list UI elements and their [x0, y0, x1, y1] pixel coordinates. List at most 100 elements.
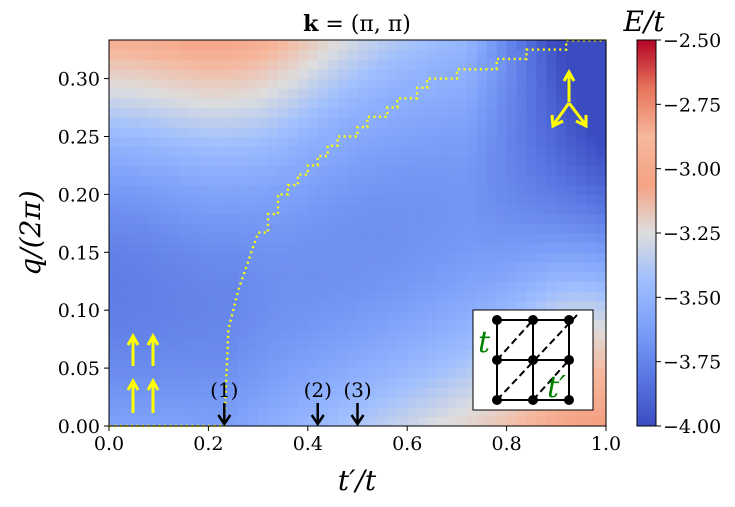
- heatmap-cell: [437, 261, 448, 273]
- heatmap-cell: [258, 68, 269, 80]
- heatmap-cell: [198, 406, 209, 417]
- heatmap-cell: [277, 329, 289, 340]
- heatmap-cell: [287, 397, 299, 408]
- heatmap-cell: [178, 136, 190, 147]
- heatmap-cell: [486, 252, 498, 263]
- heatmap-cell: [387, 319, 398, 331]
- heatmap-cell: [327, 78, 339, 89]
- heatmap-cell: [357, 242, 369, 253]
- heatmap-cell: [397, 358, 408, 369]
- heatmap-cell: [496, 97, 508, 109]
- heatmap-cell: [456, 184, 468, 195]
- heatmap-cell: [387, 368, 398, 379]
- heatmap-cell: [258, 146, 269, 157]
- heatmap-cell: [486, 97, 498, 109]
- heatmap-cell: [476, 107, 488, 118]
- heatmap-cell: [427, 261, 438, 273]
- heatmap-cell: [208, 233, 219, 244]
- heatmap-cell: [417, 136, 428, 147]
- heatmap-cell: [109, 78, 120, 89]
- heatmap-cell: [158, 329, 170, 340]
- heatmap-cell: [586, 252, 597, 263]
- heatmap-cell: [407, 165, 418, 176]
- heatmap-cell: [536, 242, 547, 253]
- heatmap-cell: [208, 397, 219, 408]
- heatmap-cell: [109, 329, 120, 340]
- heatmap-cell: [198, 300, 209, 311]
- heatmap-cell: [268, 107, 279, 118]
- heatmap-cell: [198, 290, 209, 302]
- heatmap-cell: [208, 281, 219, 292]
- heatmap-cell: [337, 97, 349, 109]
- heatmap-cell: [337, 416, 349, 427]
- heatmap-cell: [496, 271, 508, 282]
- heatmap-cell: [268, 358, 279, 369]
- heatmap-cell: [188, 310, 200, 321]
- heatmap-cell: [516, 117, 528, 128]
- heatmap-cell: [586, 242, 597, 253]
- heatmap-cell: [417, 406, 428, 417]
- heatmap-cell: [586, 204, 597, 215]
- heatmap-cell: [188, 204, 200, 215]
- heatmap-cell: [446, 300, 458, 311]
- heatmap-cell: [526, 194, 538, 205]
- heatmap-cell: [228, 136, 239, 147]
- heatmap-cell: [456, 204, 468, 215]
- heatmap-cell: [178, 107, 190, 118]
- heatmap-cell: [417, 252, 428, 263]
- heatmap-cell: [596, 300, 607, 311]
- heatmap-cell: [586, 97, 597, 109]
- heatmap-cell: [128, 223, 140, 234]
- heatmap-cell: [258, 261, 269, 273]
- heatmap-cell: [427, 223, 438, 234]
- heatmap-cell: [218, 175, 229, 186]
- heatmap-cell: [496, 126, 508, 138]
- colorbar-label: E/t: [622, 5, 665, 38]
- heatmap-cell: [128, 271, 140, 282]
- heatmap-cell: [307, 319, 319, 331]
- heatmap-cell: [476, 290, 488, 302]
- heatmap-cell: [258, 416, 269, 427]
- heatmap-cell: [526, 146, 538, 157]
- heatmap-cell: [397, 117, 408, 128]
- heatmap-cell: [347, 175, 359, 186]
- heatmap-cell: [456, 329, 468, 340]
- heatmap-cell: [337, 233, 349, 244]
- heatmap-cell: [228, 126, 239, 138]
- heatmap-cell: [536, 155, 547, 167]
- heatmap-cell: [218, 136, 229, 147]
- heatmap-cell: [188, 59, 200, 70]
- heatmap-cell: [476, 252, 488, 263]
- heatmap-cell: [307, 261, 319, 273]
- heatmap-cell: [228, 40, 239, 51]
- heatmap-cell: [168, 290, 180, 302]
- heatmap-cell: [198, 233, 209, 244]
- heatmap-cell: [238, 242, 249, 253]
- heatmap-cell: [138, 49, 150, 60]
- heatmap-cell: [566, 155, 577, 167]
- heatmap-cell: [377, 88, 388, 99]
- heatmap-cell: [218, 97, 229, 109]
- heatmap-cell: [287, 290, 299, 302]
- heatmap-cell: [168, 329, 180, 340]
- heatmap-cell: [277, 117, 289, 128]
- heatmap-cell: [407, 175, 418, 186]
- heatmap-cell: [118, 339, 130, 350]
- heatmap-cell: [138, 368, 150, 379]
- heatmap-cell: [476, 223, 488, 234]
- heatmap-cell: [238, 300, 249, 311]
- heatmap-cell: [516, 146, 528, 157]
- heatmap-cell: [526, 416, 538, 427]
- heatmap-cell: [178, 117, 190, 128]
- heatmap-cell: [208, 68, 219, 80]
- heatmap-cell: [476, 281, 488, 292]
- marker-arrow-head: [350, 414, 365, 427]
- heatmap-cell: [198, 281, 209, 292]
- heatmap-cell: [586, 194, 597, 205]
- heatmap-cell: [277, 310, 289, 321]
- heatmap-cell: [297, 319, 309, 331]
- heatmap-cell: [148, 261, 160, 273]
- heatmap-cell: [466, 88, 478, 99]
- heatmap-cell: [327, 377, 339, 388]
- heatmap-cell: [387, 117, 398, 128]
